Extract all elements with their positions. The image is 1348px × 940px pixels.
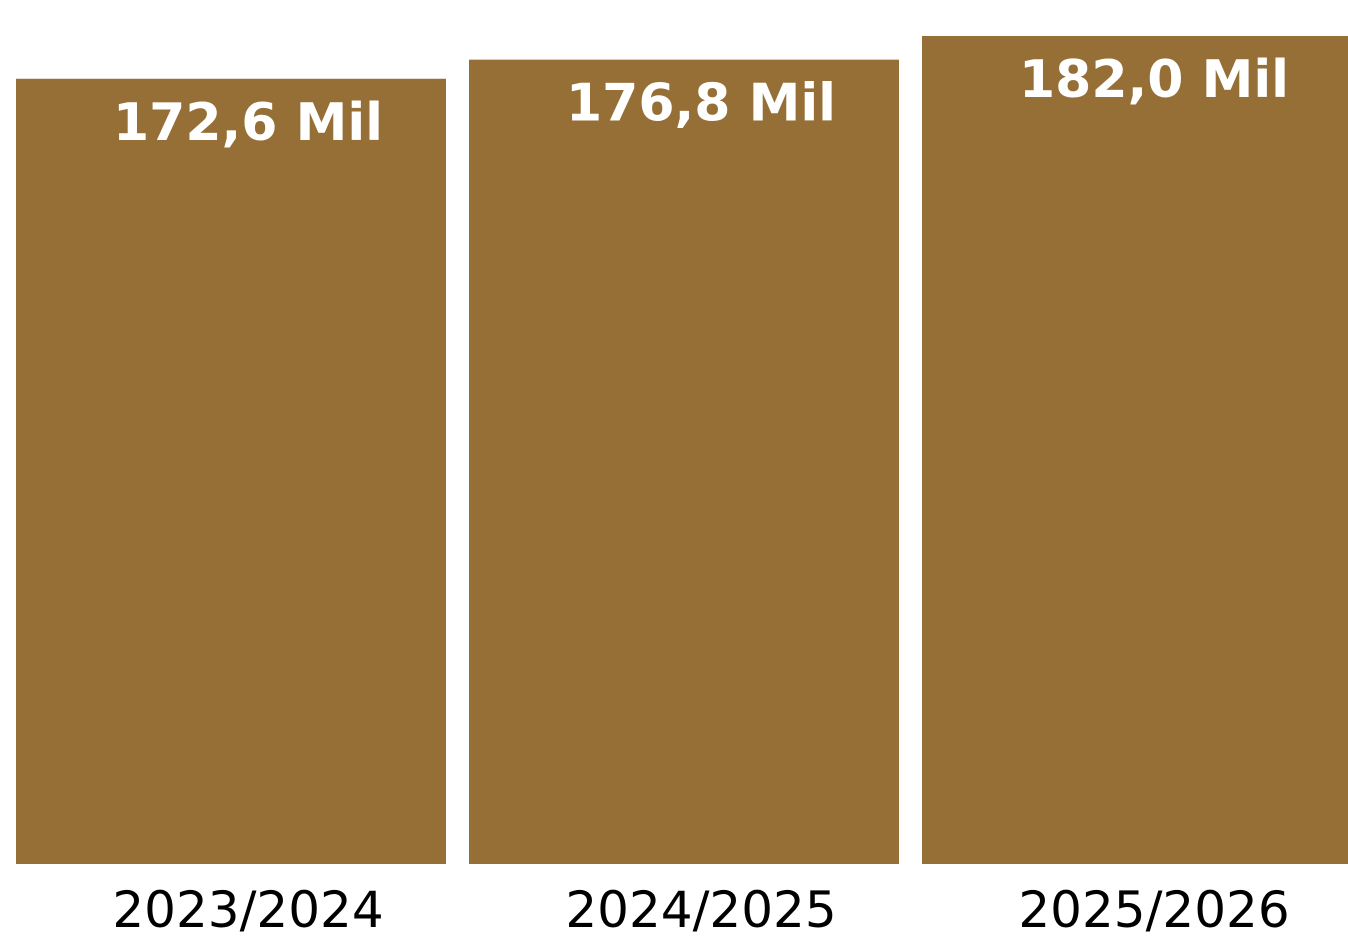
x-axis-tick-labels: 2023/2024 2024/2025 2025/2026 — [112, 881, 1289, 939]
x-tick-label-2025-2026: 2025/2026 — [1018, 881, 1289, 939]
bars-group — [16, 36, 1348, 864]
x-tick-label-2024-2025: 2024/2025 — [565, 881, 836, 939]
data-label-2025-2026: 182,0 Mil — [1019, 50, 1289, 110]
x-tick-label-2023-2024: 2023/2024 — [112, 881, 383, 939]
data-label-2023-2024: 172,6 Mil — [113, 93, 383, 153]
bar-2025-2026[interactable] — [922, 36, 1348, 864]
bar-2023-2024[interactable] — [16, 78, 446, 864]
bar-labels-group: 172,6 Mil 176,8 Mil 182,0 Mil — [113, 50, 1289, 153]
bar-2024-2025[interactable] — [469, 59, 899, 864]
data-label-2024-2025: 176,8 Mil — [566, 74, 836, 134]
